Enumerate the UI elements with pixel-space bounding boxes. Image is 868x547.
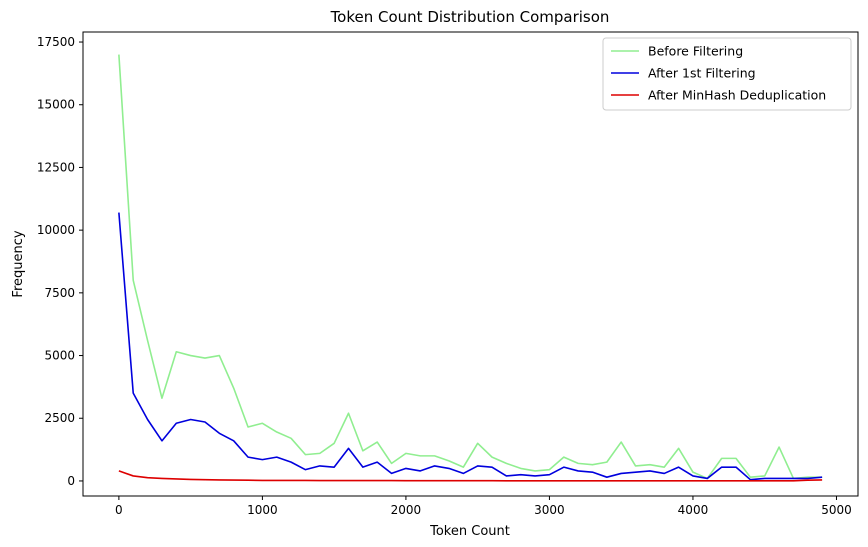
x-axis-ticks: 0 1000 2000 3000 4000 5000 — [115, 496, 852, 517]
series-line-2 — [118, 212, 823, 481]
x-axis-title: Token Count — [429, 524, 510, 539]
y-tick-label: 17500 — [37, 35, 75, 49]
legend: Before Filtering After 1st Filtering After… — [602, 37, 852, 111]
y-tick-label: 10000 — [37, 223, 75, 237]
x-tick-label: 5000 — [821, 503, 852, 517]
legend-label: Before Filtering — [648, 44, 743, 59]
legend-box — [602, 37, 852, 111]
x-tick-label: 1000 — [247, 503, 278, 517]
y-tick-label: 0 — [67, 474, 75, 488]
x-tick-label: 0 — [115, 503, 123, 517]
y-tick-label: 15000 — [37, 98, 75, 112]
plot-area-frame — [82, 31, 859, 497]
plot-lines — [118, 54, 823, 482]
y-tick-label: 12500 — [37, 160, 75, 174]
x-tick-label: 3000 — [534, 503, 565, 517]
series-line-1 — [118, 54, 823, 480]
y-tick-label: 7500 — [44, 286, 75, 300]
x-tick-label: 2000 — [391, 503, 422, 517]
y-axis-title: Frequency — [11, 230, 26, 297]
legend-label: After MinHash Deduplication — [648, 88, 826, 103]
y-axis-ticks: 0 2500 5000 7500 10000 12500 15000 17500 — [37, 35, 83, 488]
y-tick-label: 2500 — [44, 411, 75, 425]
chart-title: Token Count Distribution Comparison — [330, 8, 610, 26]
x-tick-label: 4000 — [678, 503, 709, 517]
series-line-3 — [118, 470, 823, 482]
legend-label: After 1st Filtering — [648, 66, 756, 81]
y-tick-label: 5000 — [44, 349, 75, 363]
